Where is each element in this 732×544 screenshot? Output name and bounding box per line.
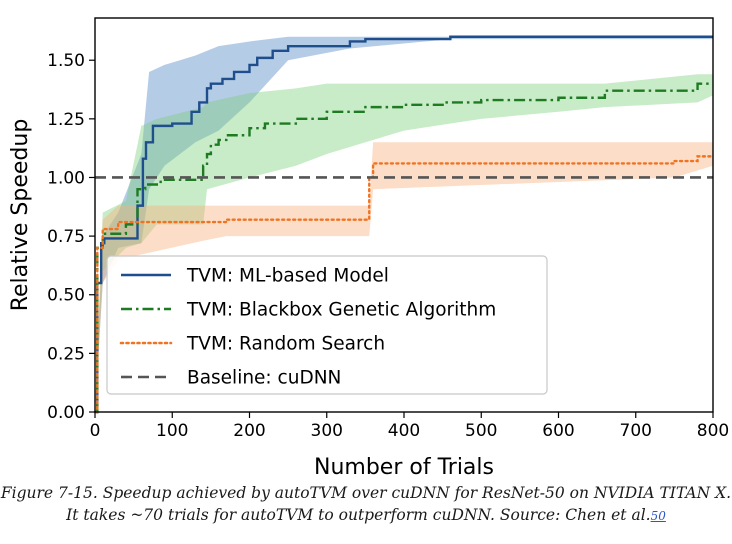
legend-label-tvm-ml-based-model: TVM: ML-based Model (186, 266, 389, 287)
y-axis-label: Relative Speedup (8, 119, 33, 312)
tvm-ml-based-model-line (95, 35, 713, 414)
legend: TVM: ML-based Model TVM: Blackbox Genetic… (106, 255, 548, 395)
tvm-ml-based-model-band (95, 36, 713, 413)
x-tick-label: 400 (388, 421, 420, 441)
y-tick-label: 1.50 (47, 51, 85, 71)
tvm-blackbox-genetic-algorithm-line (95, 82, 713, 414)
axes: 0 100 200 300 400 500 600 700 800 0.00 0.25 0.50 0.7… (8, 17, 729, 480)
series-lines (93, 35, 715, 414)
x-tick-label: 800 (697, 421, 729, 441)
x-tick-label: 200 (233, 421, 265, 441)
y-tick-label: 0.75 (47, 227, 85, 247)
x-tick-label: 500 (465, 421, 497, 441)
tvm-random-search-band (95, 142, 713, 413)
y-tick-label: 1.25 (47, 110, 85, 130)
tvm-blackbox-genetic-algorithm-band (95, 74, 713, 413)
caption-reference-link[interactable]: 50 (650, 509, 666, 523)
y-tick-label: 0.00 (47, 403, 85, 423)
x-tick-label: 300 (311, 421, 343, 441)
speedup-chart: 0 100 200 300 400 500 600 700 800 0.00 0.25 0.50 0.7… (8, 17, 729, 480)
caption-text: Figure 7-15. Speedup achieved by autoTVM… (0, 484, 732, 524)
figure-caption: Figure 7-15. Speedup achieved by autoTVM… (0, 482, 732, 527)
legend-label-tvm-random-search: TVM: Random Search (186, 334, 385, 355)
x-tick-label: 600 (542, 421, 574, 441)
x-axis-label: Number of Trials (314, 455, 494, 480)
legend-box (106, 255, 548, 395)
y-tick-label: 0.25 (47, 344, 85, 364)
x-tick-label: 100 (156, 421, 188, 441)
tvm-random-search-line (93, 155, 715, 414)
y-tick-label: 1.00 (47, 168, 85, 188)
x-tick-label: 700 (620, 421, 652, 441)
x-tick-label: 0 (90, 421, 101, 441)
legend-label-tvm-blackbox-genetic-algorithm: TVM: Blackbox Genetic Algorithm (186, 300, 496, 321)
y-tick-label: 0.50 (47, 286, 85, 306)
confidence-bands (95, 36, 713, 413)
legend-label-baseline-cudnn: Baseline: cuDNN (187, 368, 341, 389)
